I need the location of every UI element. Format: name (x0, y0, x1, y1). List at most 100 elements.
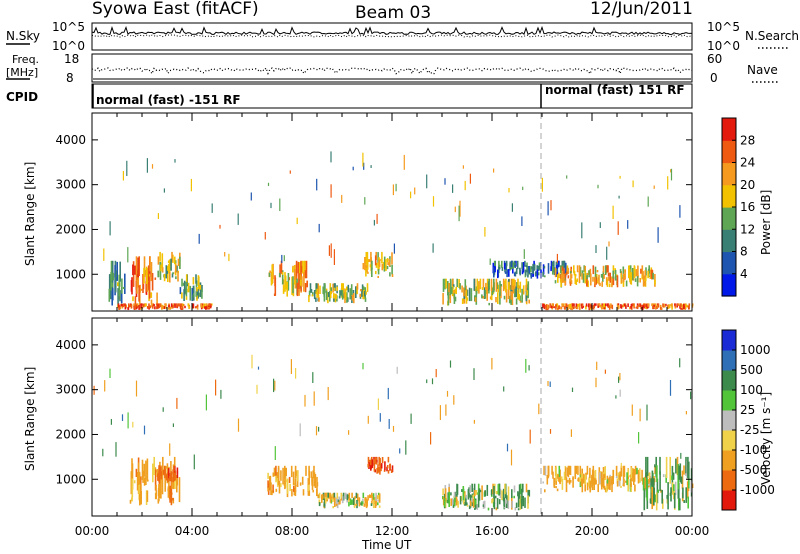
gate-cell (673, 485, 675, 500)
gate-cell (325, 492, 328, 499)
gate-cell (169, 472, 172, 478)
gate-cell (161, 253, 164, 268)
gate-cell (525, 291, 528, 302)
gate-cell (558, 272, 560, 278)
gate-cell (528, 489, 531, 497)
gate-cell (430, 432, 432, 445)
x-tick-label: 08:00 (275, 524, 310, 538)
gate-cell (579, 465, 582, 475)
velocity-y-axis-label: Slant Range [km] (23, 367, 37, 471)
gate-cell (192, 285, 195, 294)
gate-cell (111, 273, 114, 298)
gate-cell (110, 419, 112, 425)
gate-cell (351, 492, 353, 498)
gate-cell (636, 303, 639, 306)
gate-cell (620, 462, 622, 468)
gate-cell (296, 475, 299, 487)
gate-cell (505, 289, 508, 303)
gate-cell (442, 496, 445, 506)
gate-cell (636, 276, 639, 287)
colorbar-swatch (722, 229, 736, 253)
gate-cell (336, 500, 339, 509)
gate-cell (620, 271, 622, 278)
gate-cell (543, 465, 545, 476)
gate-cell (284, 272, 286, 292)
gate-cell (353, 499, 356, 508)
gate-cell (156, 469, 159, 473)
gate-cell (364, 257, 366, 271)
gate-cell (290, 465, 293, 478)
gate-cell (329, 495, 332, 503)
gate-cell (294, 269, 296, 280)
gate-cell (312, 489, 314, 493)
gate-cell (600, 305, 603, 310)
gate-cell (602, 306, 604, 309)
gate-cell (501, 266, 504, 271)
y-tick-label: 3000 (55, 178, 86, 192)
gate-cell (138, 483, 140, 501)
gate-cell (533, 260, 535, 267)
gate-cell (312, 372, 314, 383)
gate-cell (563, 260, 565, 269)
gate-cell (527, 495, 529, 509)
gate-cell (605, 303, 607, 307)
gate-cell (323, 289, 325, 297)
gate-cell (127, 247, 129, 263)
gate-cell (602, 273, 604, 282)
gate-cell (177, 271, 179, 282)
x-axis-label: Time UT (361, 538, 412, 552)
gate-cell (332, 498, 334, 502)
gate-cell (493, 278, 495, 293)
gate-cell (371, 500, 373, 505)
gate-cell (251, 354, 253, 369)
gate-cell (531, 266, 533, 270)
gate-cell (283, 255, 285, 262)
gate-cell (445, 404, 447, 416)
gate-cell (504, 483, 506, 495)
gate-cell (625, 280, 628, 287)
gate-cell (152, 305, 154, 309)
gate-cell (510, 260, 513, 270)
gate-cell (379, 464, 382, 469)
gate-cell (685, 304, 688, 308)
gate-cell (237, 213, 239, 225)
gate-cell (330, 243, 332, 258)
gate-cell (166, 270, 169, 274)
gate-cell (148, 303, 150, 308)
gate-cell (466, 504, 469, 507)
gate-cell (384, 461, 386, 471)
gate-cell (191, 288, 194, 302)
gate-cell (136, 304, 139, 308)
gate-cell (656, 478, 659, 504)
gate-cell (472, 494, 474, 503)
gate-cell (140, 303, 142, 309)
gate-cell (143, 256, 146, 278)
gate-cell (685, 456, 687, 474)
gate-cell (679, 205, 681, 218)
cpid-panel: CPID normal (fast) -151 RF normal (fast)… (6, 83, 693, 109)
gate-cell (315, 426, 318, 436)
gate-cell (660, 489, 662, 493)
gate-cell (161, 473, 164, 495)
gate-cell (118, 274, 120, 297)
gate-cell (370, 465, 372, 471)
gate-cell (558, 477, 560, 482)
gate-cell (294, 465, 297, 479)
gate-cell (468, 287, 471, 302)
gate-cell (329, 290, 331, 302)
gate-cell (171, 477, 173, 489)
gate-cell (550, 305, 553, 309)
gate-cell (176, 478, 179, 486)
gate-cell (590, 482, 592, 487)
gate-cell (484, 490, 486, 497)
colorbar-tick-label: 20 (740, 178, 755, 192)
gate-cell (469, 173, 471, 184)
gate-cell (305, 260, 308, 279)
gate-cell (516, 282, 518, 289)
gate-cell (165, 466, 167, 469)
colorbar-swatch (722, 140, 736, 164)
nsearch-tick-bottom: 10^0 (707, 39, 740, 53)
gate-cell (157, 303, 159, 309)
gate-cell (169, 443, 171, 456)
gate-cell (581, 273, 583, 280)
